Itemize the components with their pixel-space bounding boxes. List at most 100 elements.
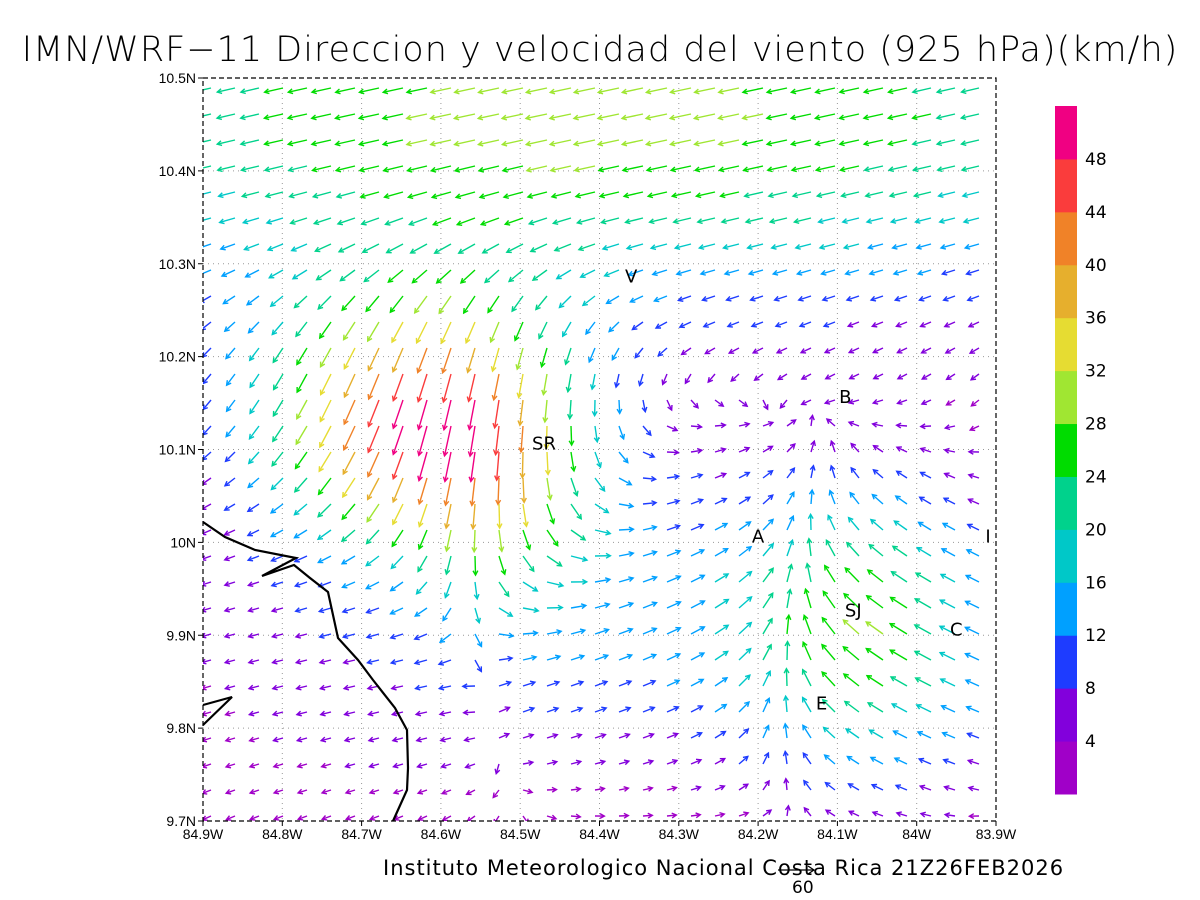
wind-arrow: [546, 654, 562, 661]
wind-arrow: [244, 269, 260, 278]
wind-arrow: [618, 679, 633, 687]
wind-arrow: [967, 498, 980, 505]
wind-arrow: [808, 414, 815, 427]
wind-arrow: [887, 139, 908, 147]
wind-arrow: [890, 703, 908, 713]
wind-arrow: [315, 269, 332, 281]
wind-arrow: [296, 815, 308, 821]
wind-arrow: [838, 139, 860, 147]
wind-arrow: [690, 812, 702, 819]
wind-arrow: [891, 545, 908, 557]
wind-arrow: [892, 730, 908, 739]
wind-arrow: [269, 503, 284, 514]
wind-arrow: [312, 217, 332, 226]
wind-arrow: [413, 295, 428, 315]
x-tick-label: 84.8W: [262, 826, 303, 842]
wind-arrow: [310, 139, 332, 147]
wind-arrow: [911, 165, 932, 173]
wind-arrow: [666, 600, 682, 609]
wind-arrow: [203, 113, 212, 117]
wind-arrow: [223, 529, 236, 536]
wind-arrow: [690, 758, 703, 765]
wind-arrow: [825, 418, 836, 427]
wind-arrow: [960, 87, 980, 95]
wind-arrow: [669, 87, 692, 95]
wind-arrow: [940, 704, 956, 713]
wind-arrow: [203, 165, 212, 169]
wind-arrow: [522, 788, 534, 795]
wind-arrow: [762, 696, 771, 713]
wind-arrow: [340, 555, 356, 565]
wind-arrow: [594, 653, 610, 661]
wind-arrow: [751, 347, 764, 354]
wind-arrow: [594, 627, 610, 635]
colorbar-segment: [1055, 476, 1077, 530]
wind-arrow: [270, 581, 284, 588]
wind-arrow: [838, 87, 860, 95]
wind-arrow: [416, 347, 428, 374]
wind-arrow: [570, 529, 587, 541]
wind-arrow: [459, 269, 476, 284]
wind-arrow: [570, 786, 582, 793]
wind-arrow: [589, 373, 596, 391]
wind-arrow: [801, 668, 812, 687]
wind-arrow: [546, 814, 558, 821]
wind-arrow: [802, 613, 812, 635]
wind-arrow: [416, 762, 428, 769]
wind-arrow: [936, 165, 956, 173]
wind-arrow: [594, 477, 606, 493]
wind-arrow: [243, 243, 260, 251]
wind-arrow: [690, 652, 706, 661]
wind-arrow: [342, 658, 356, 665]
wind-arrow: [548, 113, 572, 121]
wind-arrow: [263, 87, 284, 95]
wind-arrow: [621, 165, 644, 173]
colorbar-label: 40: [1085, 256, 1107, 276]
wind-arrow: [817, 217, 836, 224]
wind-arrow: [920, 399, 932, 406]
wind-arrow: [359, 191, 380, 199]
wind-arrow: [558, 295, 572, 309]
wind-arrow: [844, 269, 860, 276]
wind-arrow: [865, 621, 884, 635]
wind-arrow: [570, 680, 585, 687]
wind-arrow: [696, 217, 716, 225]
wind-arrow: [618, 706, 632, 713]
wind-arrow: [608, 321, 620, 333]
wind-arrow: [572, 139, 596, 147]
wind-arrow: [247, 477, 260, 489]
wind-arrow: [365, 555, 380, 567]
wind-arrow: [829, 464, 836, 479]
wind-arrow: [381, 139, 404, 147]
wind-arrow: [522, 654, 538, 661]
wind-arrow: [944, 347, 956, 354]
wind-arrow: [337, 243, 356, 253]
wind-arrow: [690, 574, 706, 583]
wind-arrow: [939, 678, 956, 687]
wind-arrow: [417, 815, 428, 821]
wind-arrow: [941, 522, 956, 531]
wind-arrow: [914, 677, 932, 687]
wind-arrow: [939, 243, 956, 250]
wind-arrow: [223, 632, 236, 639]
wind-arrow: [967, 473, 980, 479]
wind-arrow: [594, 577, 612, 584]
wind-arrow: [341, 633, 356, 639]
wind-arrow: [846, 321, 860, 328]
wind-arrow: [911, 87, 932, 95]
wind-arrow: [443, 581, 452, 599]
wind-arrow: [960, 139, 980, 147]
wind-arrow: [481, 243, 500, 254]
wind-arrow: [870, 783, 884, 791]
wind-arrow: [848, 373, 860, 380]
wind-arrow: [248, 788, 260, 795]
wind-arrow: [690, 498, 705, 505]
wind-arrow: [823, 347, 836, 354]
wind-arrow: [765, 139, 788, 147]
wind-arrow: [564, 347, 572, 366]
wind-arrow: [637, 373, 644, 387]
wind-arrow: [823, 564, 836, 583]
wind-arrow: [666, 425, 679, 432]
wind-arrow: [866, 569, 884, 583]
wind-arrow: [224, 762, 236, 769]
